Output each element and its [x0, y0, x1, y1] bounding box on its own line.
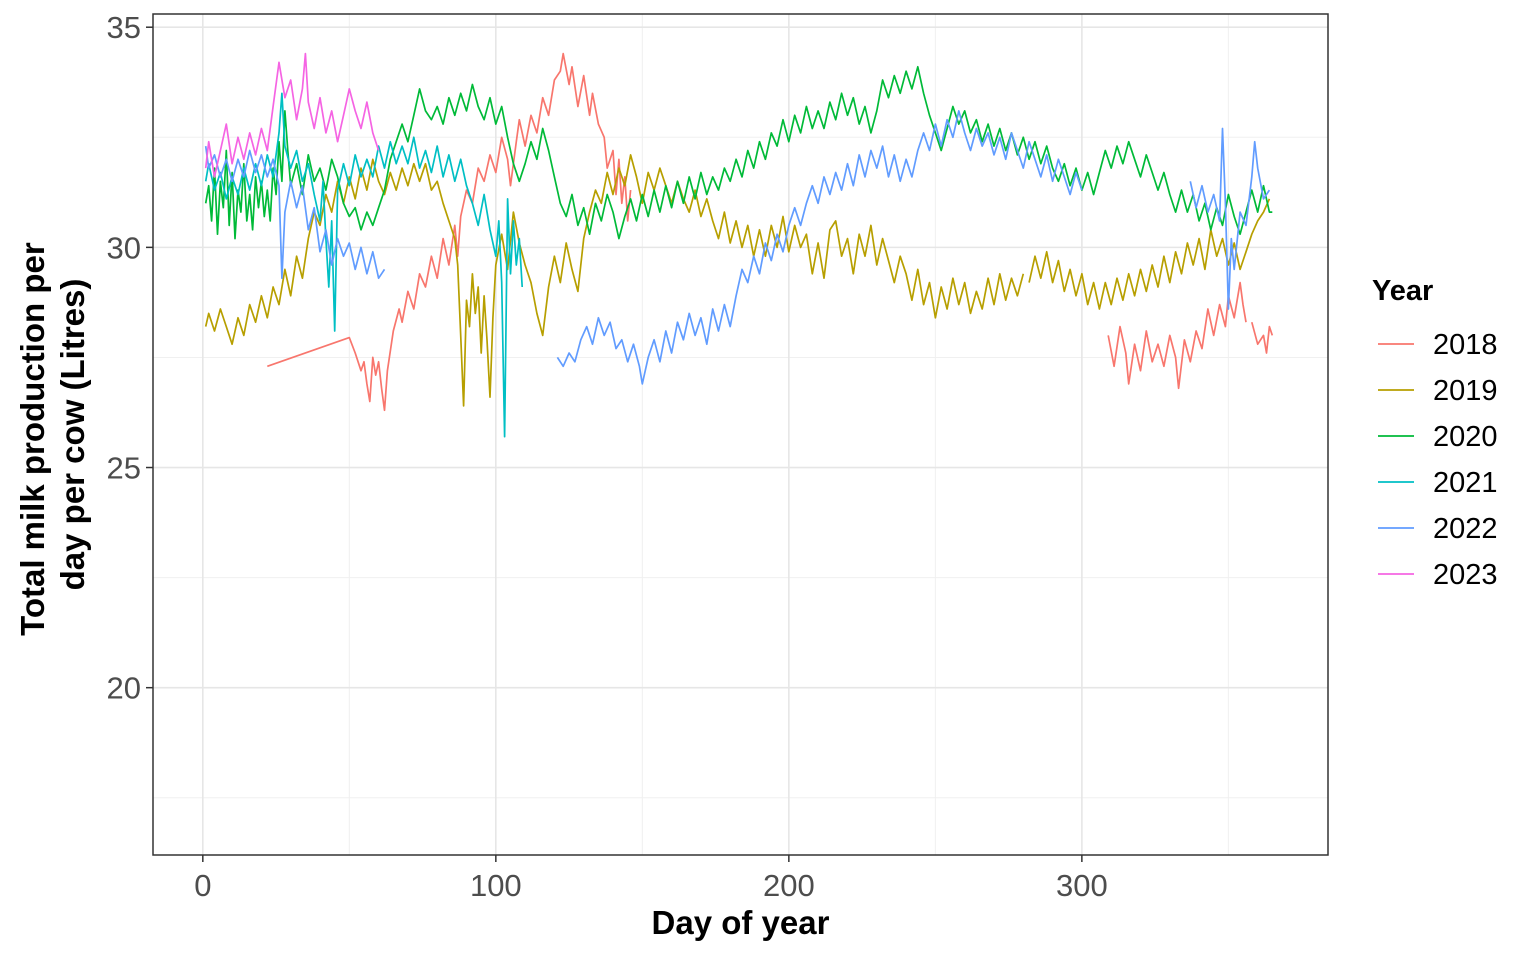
legend: Year 2018 2019 2020 2021 2022 2023: [1372, 275, 1498, 591]
series-line-2018: [1107, 281, 1247, 390]
y-tick-label: 30: [107, 230, 141, 265]
x-tick-label: 300: [1056, 868, 1108, 903]
x-tick-label: 100: [470, 868, 522, 903]
y-axis-title-line-1: Total milk production per: [14, 242, 51, 636]
major-gridlines: [153, 14, 1328, 855]
x-axis-title: Day of year: [652, 904, 830, 941]
series-line-2018: [267, 52, 632, 412]
y-tick-label: 20: [107, 671, 141, 706]
legend-label: 2019: [1433, 375, 1498, 407]
x-axis-tick-labels: 0 100 200 300: [194, 868, 1108, 903]
legend-label: 2022: [1433, 513, 1498, 545]
series-lines: [204, 52, 1274, 438]
y-axis-tick-labels: 20 25 30 35: [107, 10, 141, 705]
series-line-2022: [1189, 127, 1271, 310]
series-2023: [204, 52, 380, 178]
legend-label: 2020: [1433, 421, 1498, 453]
y-tick-label: 25: [107, 451, 141, 486]
axis-ticks: [146, 26, 1083, 862]
y-axis-title: Total milk production per day per cow (L…: [14, 233, 91, 636]
y-axis-title-line-2: day per cow (Litres): [54, 279, 91, 591]
plot-border: [152, 13, 1329, 856]
x-tick-label: 0: [194, 868, 211, 903]
legend-label: 2021: [1433, 467, 1498, 499]
legend-item-2018: 2018: [1378, 329, 1498, 361]
series-line-2020: [204, 65, 1273, 240]
legend-item-2019: 2019: [1378, 375, 1498, 407]
series-line-2019: [204, 154, 1025, 407]
plot-panel: [153, 14, 1328, 855]
series-2018: [267, 52, 1274, 412]
series-line-2022: [204, 145, 386, 280]
legend-item-2023: 2023: [1378, 559, 1498, 591]
series-line-2018: [1250, 321, 1274, 354]
series-2022: [204, 110, 1271, 385]
legend-label: 2023: [1433, 559, 1498, 591]
series-line-2021: [204, 92, 524, 438]
series-2020: [204, 65, 1273, 240]
legend-item-2022: 2022: [1378, 513, 1498, 545]
series-line-2019: [1028, 198, 1271, 310]
legend-items: 2018 2019 2020 2021 2022 2023: [1378, 329, 1498, 591]
minor-gridlines: [153, 14, 1328, 855]
series-line-2023: [204, 52, 380, 178]
legend-label: 2018: [1433, 329, 1498, 361]
y-tick-label: 35: [107, 10, 141, 45]
legend-title: Year: [1372, 275, 1433, 307]
panel-background: [153, 14, 1328, 855]
x-tick-label: 200: [763, 868, 815, 903]
series-line-2022: [556, 110, 1083, 385]
legend-item-2020: 2020: [1378, 421, 1498, 453]
series-2021: [204, 92, 524, 438]
legend-item-2021: 2021: [1378, 467, 1498, 499]
series-2019: [204, 154, 1271, 407]
